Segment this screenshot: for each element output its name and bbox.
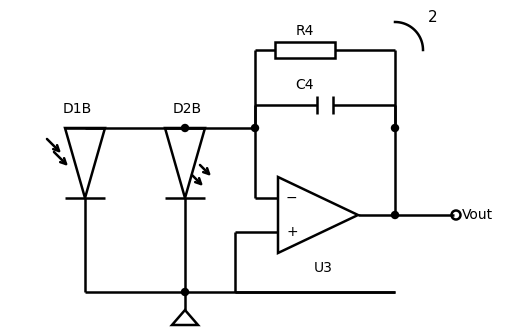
Text: D1B: D1B bbox=[63, 102, 92, 116]
Text: Vout: Vout bbox=[462, 208, 493, 222]
Circle shape bbox=[251, 125, 259, 131]
Circle shape bbox=[391, 125, 399, 131]
Circle shape bbox=[391, 211, 399, 218]
Bar bbox=[275, 42, 335, 58]
Circle shape bbox=[182, 125, 188, 131]
Text: D2B: D2B bbox=[172, 102, 202, 116]
Text: −: − bbox=[286, 191, 298, 205]
Circle shape bbox=[182, 289, 188, 295]
Text: R4: R4 bbox=[296, 24, 314, 38]
Text: +: + bbox=[286, 225, 298, 239]
Text: 2: 2 bbox=[428, 9, 438, 25]
Text: C4: C4 bbox=[296, 78, 314, 92]
Text: U3: U3 bbox=[313, 261, 332, 275]
